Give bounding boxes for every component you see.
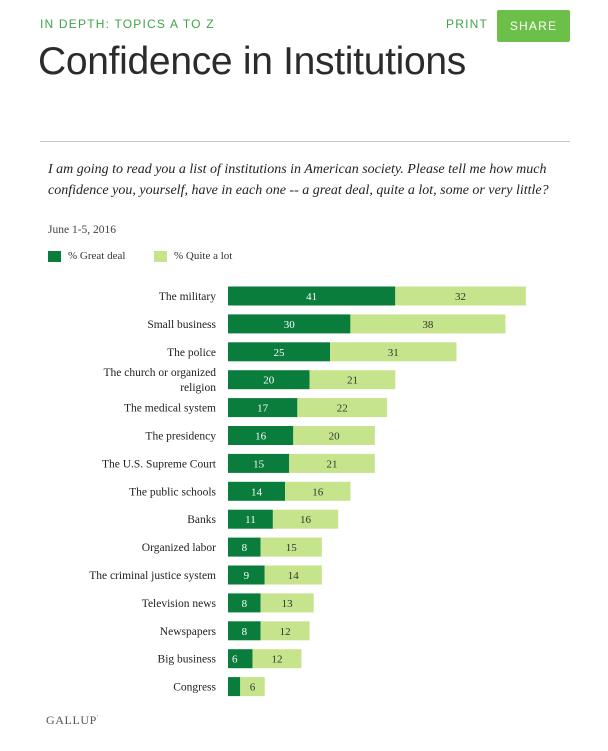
data-label-great-deal-the-medical-system: 17 (257, 403, 269, 415)
source-mark: ' (96, 715, 99, 721)
source-logo: GALLUP' (46, 713, 99, 728)
data-label-great-deal-organized-labor: 8 (242, 542, 248, 554)
data-label-quite-a-lot-the-military: 32 (455, 291, 466, 303)
data-label-great-deal-banks: 11 (245, 514, 256, 526)
bar-quite-a-lot-the-presidency (293, 426, 375, 445)
data-label-great-deal-television-news: 8 (242, 598, 248, 610)
data-label-great-deal-the-military: 41 (306, 291, 317, 303)
section-kicker[interactable]: IN DEPTH: TOPICS A TO Z (40, 17, 215, 31)
bar-great-deal-the-church-or-organized-religion (228, 370, 310, 390)
data-label-great-deal-small-business: 30 (284, 319, 296, 331)
bar-quite-a-lot-the-military (395, 286, 526, 306)
data-label-great-deal-the-u-s-supreme-court: 15 (253, 458, 265, 470)
data-label-quite-a-lot-television-news: 13 (282, 598, 294, 610)
data-label-quite-a-lot-small-business: 38 (422, 319, 434, 331)
bar-quite-a-lot-the-church-or-organized-religion (309, 370, 396, 390)
category-label-the-medical-system: The medical system (124, 403, 216, 415)
category-label-newspapers: Newspapers (160, 626, 217, 638)
data-label-quite-a-lot-organized-labor: 15 (286, 542, 298, 554)
bar-great-deal-small-business (228, 314, 351, 334)
category-label-congress: Congress (173, 682, 216, 694)
data-label-great-deal-the-church-or-organized-religion: 20 (263, 375, 275, 387)
bar-quite-a-lot-small-business (350, 314, 506, 334)
category-label-television-news: Television news (142, 598, 217, 610)
data-label-quite-a-lot-the-public-schools: 16 (312, 486, 324, 498)
bar-quite-a-lot-television-news (260, 593, 314, 613)
bar-great-deal-the-military (228, 286, 396, 306)
data-label-quite-a-lot-the-u-s-supreme-court: 21 (327, 458, 338, 470)
bar-great-deal-the-criminal-justice-system (228, 565, 265, 585)
category-label-big-business: Big business (158, 654, 217, 666)
data-label-quite-a-lot-banks: 16 (300, 514, 312, 526)
survey-question: I am going to read you a list of institu… (48, 162, 549, 198)
category-label-the-church-or-organized-religion-line-1: The church or organized (103, 367, 216, 379)
data-label-quite-a-lot-the-police: 31 (388, 347, 399, 359)
category-label-the-public-schools: The public schools (129, 486, 216, 498)
bar-quite-a-lot-big-business (252, 649, 302, 669)
data-label-quite-a-lot-congress: 6 (250, 682, 256, 694)
data-label-great-deal-the-public-schools: 14 (251, 486, 263, 498)
bar-quite-a-lot-organized-labor (260, 537, 322, 557)
data-label-great-deal-newspapers: 8 (242, 626, 248, 638)
bar-great-deal-banks (228, 509, 273, 529)
category-label-the-military: The military (159, 291, 216, 303)
data-label-great-deal-the-police: 25 (274, 347, 286, 359)
data-label-great-deal-the-presidency: 16 (255, 431, 267, 443)
data-label-quite-a-lot-big-business: 12 (271, 654, 282, 666)
header-divider (40, 141, 570, 142)
bar-quite-a-lot-the-public-schools (285, 481, 351, 501)
category-label-banks: Banks (187, 514, 216, 526)
category-label-organized-labor: Organized labor (142, 542, 216, 554)
category-label-the-presidency: The presidency (145, 431, 216, 443)
source-name: GALLUP (46, 713, 97, 727)
data-label-quite-a-lot-the-medical-system: 22 (337, 403, 348, 415)
bar-great-deal-the-u-s-supreme-court (228, 453, 290, 473)
bar-quite-a-lot-newspapers (260, 621, 310, 641)
legend-swatch-quite-a-lot (154, 251, 167, 262)
data-label-great-deal-the-criminal-justice-system: 9 (244, 570, 250, 582)
bar-great-deal-the-public-schools (228, 481, 286, 501)
bar-quite-a-lot-the-criminal-justice-system (264, 565, 322, 585)
bar-great-deal-organized-labor (228, 537, 261, 557)
bar-great-deal-television-news (228, 593, 261, 613)
legend-label-great-deal: % Great deal (68, 250, 126, 262)
bar-great-deal-the-medical-system (228, 398, 298, 418)
data-label-quite-a-lot-the-presidency: 20 (329, 431, 341, 443)
print-link[interactable]: PRINT (446, 17, 488, 31)
data-label-quite-a-lot-the-criminal-justice-system: 14 (288, 570, 300, 582)
data-label-quite-a-lot-newspapers: 12 (280, 626, 291, 638)
bar-great-deal-big-business (228, 649, 253, 669)
category-label-small-business: Small business (147, 319, 216, 331)
bar-quite-a-lot-banks (272, 509, 339, 529)
bar-great-deal-the-police (228, 342, 330, 362)
data-label-quite-a-lot-the-church-or-organized-religion: 21 (347, 375, 358, 387)
data-label-great-deal-big-business: 6 (232, 654, 238, 666)
bar-quite-a-lot-the-police (330, 342, 457, 362)
bar-great-deal-congress (228, 677, 241, 697)
category-label-the-u-s-supreme-court: The U.S. Supreme Court (102, 458, 217, 470)
legend-swatch-great-deal (48, 251, 61, 262)
bar-quite-a-lot-the-u-s-supreme-court (289, 453, 375, 473)
bar-quite-a-lot-the-medical-system (297, 398, 388, 418)
category-label-the-police: The police (167, 347, 216, 359)
page-title: Confidence in Institutions (38, 40, 466, 83)
category-label-the-church-or-organized-religion-line-2: religion (180, 382, 216, 394)
bar-great-deal-the-presidency (228, 426, 294, 445)
share-button[interactable]: SHARE (497, 10, 570, 42)
category-label-the-criminal-justice-system: The criminal justice system (89, 570, 216, 582)
legend-label-quite-a-lot: % Quite a lot (174, 250, 233, 262)
bar-great-deal-newspapers (228, 621, 261, 641)
survey-date: June 1-5, 2016 (48, 224, 117, 236)
bar-quite-a-lot-congress (240, 677, 265, 697)
